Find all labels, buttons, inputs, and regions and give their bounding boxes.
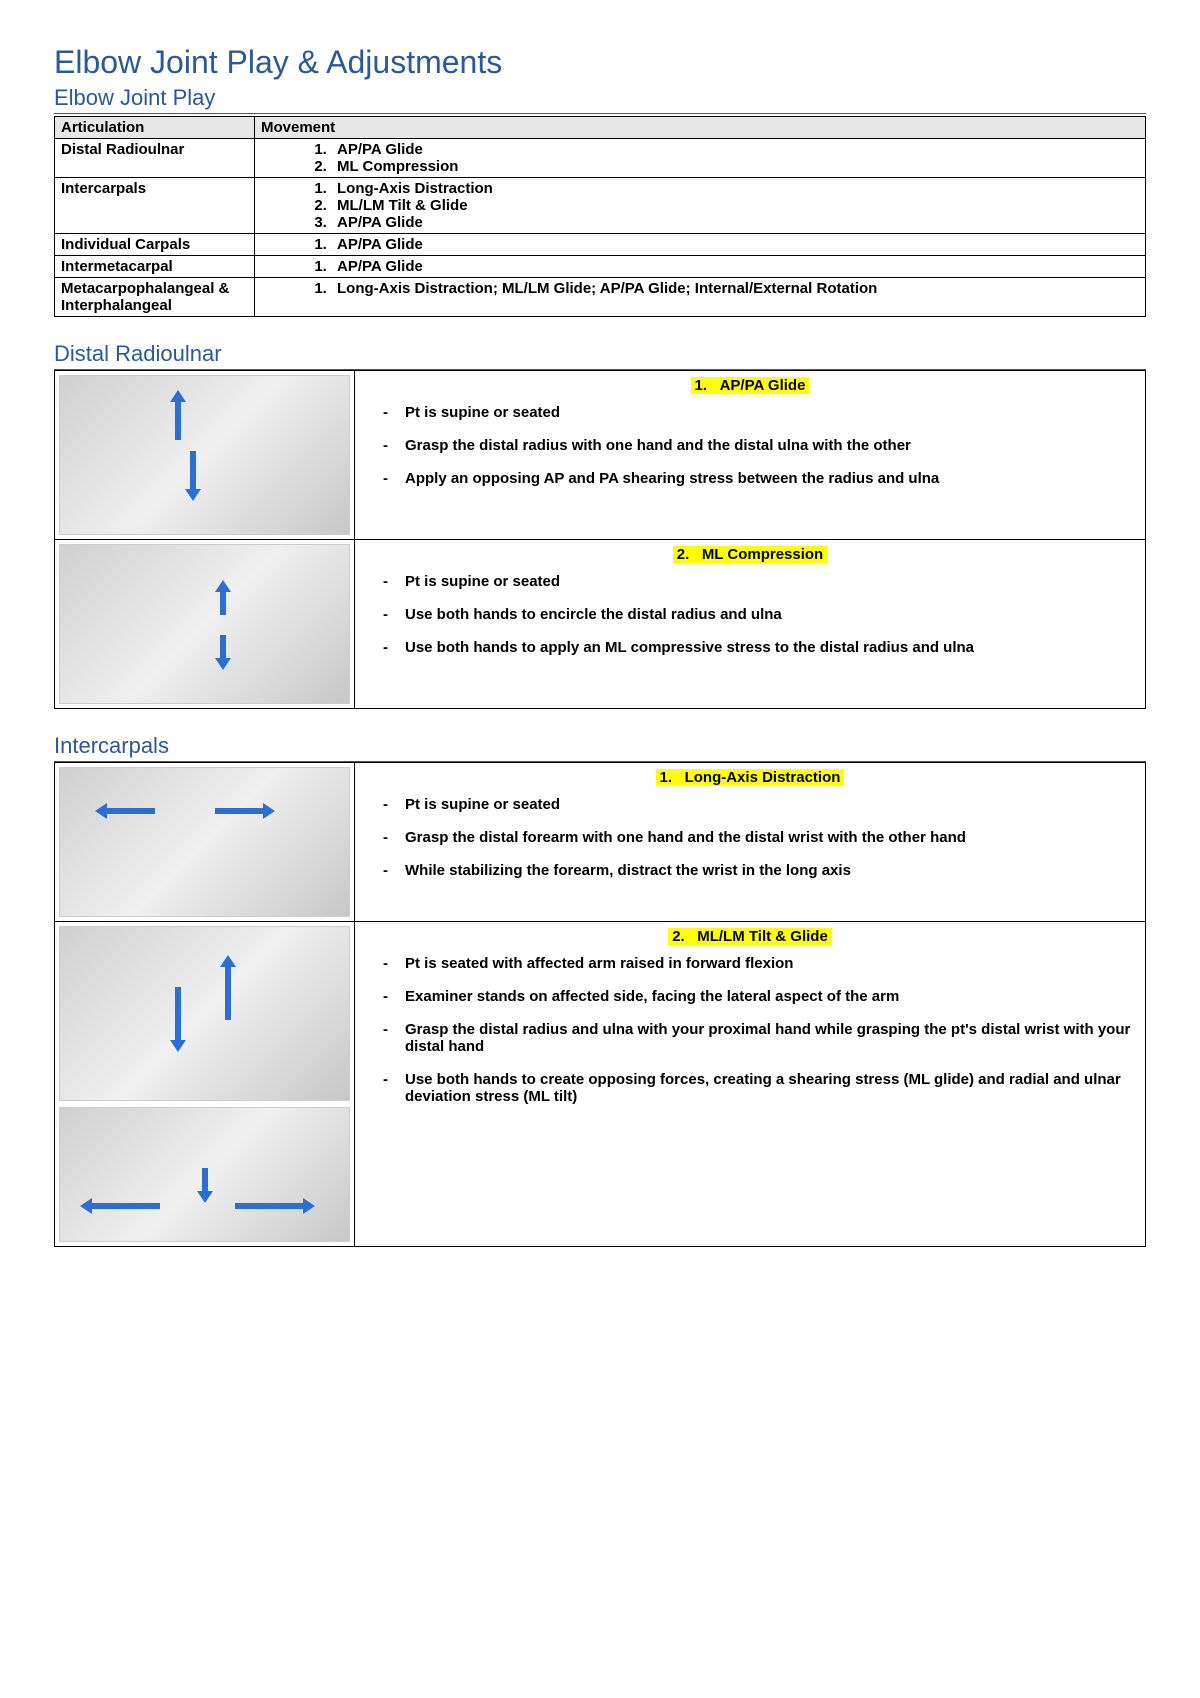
table-row: Individual Carpals AP/PA Glide [55,234,1146,256]
bullet-item: Pt is supine or seated [383,404,1135,421]
bullet-item: Pt is seated with affected arm raised in… [383,955,1135,972]
detail-row: 1. Long-Axis Distraction Pt is supine or… [55,763,1146,922]
arrow-icon [175,400,181,440]
arrow-icon [90,1203,160,1209]
image-cell [55,763,355,922]
movement-cell: AP/PA Glide [255,234,1146,256]
movement-item: ML/LM Tilt & Glide [331,197,1139,214]
technique-bullets: Pt is supine or seated Grasp the distal … [383,796,1135,879]
technique-title: 1. AP/PA Glide [365,377,1135,394]
arrow-icon [220,590,226,615]
detail-row: 2. ML Compression Pt is supine or seated… [55,540,1146,709]
movement-item: ML Compression [331,158,1139,175]
technique-title: 2. ML/LM Tilt & Glide [365,928,1135,945]
technique-title: 1. Long-Axis Distraction [365,769,1135,786]
arrow-icon [175,987,181,1042]
bullet-item: Grasp the distal radius and ulna with yo… [383,1021,1135,1055]
movement-cell: AP/PA Glide ML Compression [255,139,1146,178]
image-cell [55,371,355,540]
movement-item: AP/PA Glide [331,258,1139,275]
bullet-item: Grasp the distal forearm with one hand a… [383,829,1135,846]
articulation-cell: Individual Carpals [55,234,255,256]
articulation-cell: Intermetacarpal [55,256,255,278]
section-heading-distal-radioulnar: Distal Radioulnar [54,341,1146,370]
technique-image [59,767,350,917]
technique-bullets: Pt is supine or seated Grasp the distal … [383,404,1135,487]
detail-table-intercarpals: 1. Long-Axis Distraction Pt is supine or… [54,762,1146,1247]
arrow-icon [202,1168,208,1193]
bullet-item: Examiner stands on affected side, facing… [383,988,1135,1005]
movement-cell: Long-Axis Distraction ML/LM Tilt & Glide… [255,178,1146,234]
technique-image [59,926,350,1101]
detail-row: 1. AP/PA Glide Pt is supine or seated Gr… [55,371,1146,540]
movement-item: AP/PA Glide [331,214,1139,231]
movement-cell: AP/PA Glide [255,256,1146,278]
technique-image [59,544,350,704]
image-cell [55,922,355,1247]
arrow-icon [105,808,155,814]
col-header-movement: Movement [255,117,1146,139]
technique-bullets: Pt is supine or seated Use both hands to… [383,573,1135,656]
description-cell: 2. ML/LM Tilt & Glide Pt is seated with … [355,922,1146,1247]
technique-image [59,375,350,535]
bullet-item: Use both hands to apply an ML compressiv… [383,639,1135,656]
arrow-icon [235,1203,305,1209]
col-header-articulation: Articulation [55,117,255,139]
table-row: Distal Radioulnar AP/PA Glide ML Compres… [55,139,1146,178]
table-row: Intermetacarpal AP/PA Glide [55,256,1146,278]
bullet-item: While stabilizing the forearm, distract … [383,862,1135,879]
movement-item: AP/PA Glide [331,141,1139,158]
detail-table-distal-radioulnar: 1. AP/PA Glide Pt is supine or seated Gr… [54,370,1146,709]
articulation-cell: Intercarpals [55,178,255,234]
bullet-item: Apply an opposing AP and PA shearing str… [383,470,1135,487]
technique-image [59,1107,350,1242]
description-cell: 1. AP/PA Glide Pt is supine or seated Gr… [355,371,1146,540]
table-row: Intercarpals Long-Axis Distraction ML/LM… [55,178,1146,234]
description-cell: 1. Long-Axis Distraction Pt is supine or… [355,763,1146,922]
technique-title: 2. ML Compression [365,546,1135,563]
table-row: Metacarpophalangeal & Interphalangeal Lo… [55,278,1146,317]
bullet-item: Use both hands to encircle the distal ra… [383,606,1135,623]
articulation-cell: Metacarpophalangeal & Interphalangeal [55,278,255,317]
detail-row: 2. ML/LM Tilt & Glide Pt is seated with … [55,922,1146,1247]
description-cell: 2. ML Compression Pt is supine or seated… [355,540,1146,709]
movement-item: Long-Axis Distraction [331,180,1139,197]
page-title: Elbow Joint Play & Adjustments [54,44,1146,81]
technique-bullets: Pt is seated with affected arm raised in… [383,955,1135,1105]
arrow-icon [190,451,196,491]
articulation-cell: Distal Radioulnar [55,139,255,178]
arrow-icon [225,965,231,1020]
section-heading-intercarpals: Intercarpals [54,733,1146,762]
arrow-icon [215,808,265,814]
bullet-item: Pt is supine or seated [383,573,1135,590]
movement-item: AP/PA Glide [331,236,1139,253]
page-subtitle: Elbow Joint Play [54,85,1146,114]
bullet-item: Use both hands to create opposing forces… [383,1071,1135,1105]
image-cell [55,540,355,709]
bullet-item: Grasp the distal radius with one hand an… [383,437,1135,454]
arrow-icon [220,635,226,660]
bullet-item: Pt is supine or seated [383,796,1135,813]
movement-cell: Long-Axis Distraction; ML/LM Glide; AP/P… [255,278,1146,317]
movement-item: Long-Axis Distraction; ML/LM Glide; AP/P… [331,280,1139,297]
summary-table: Articulation Movement Distal Radioulnar … [54,116,1146,317]
